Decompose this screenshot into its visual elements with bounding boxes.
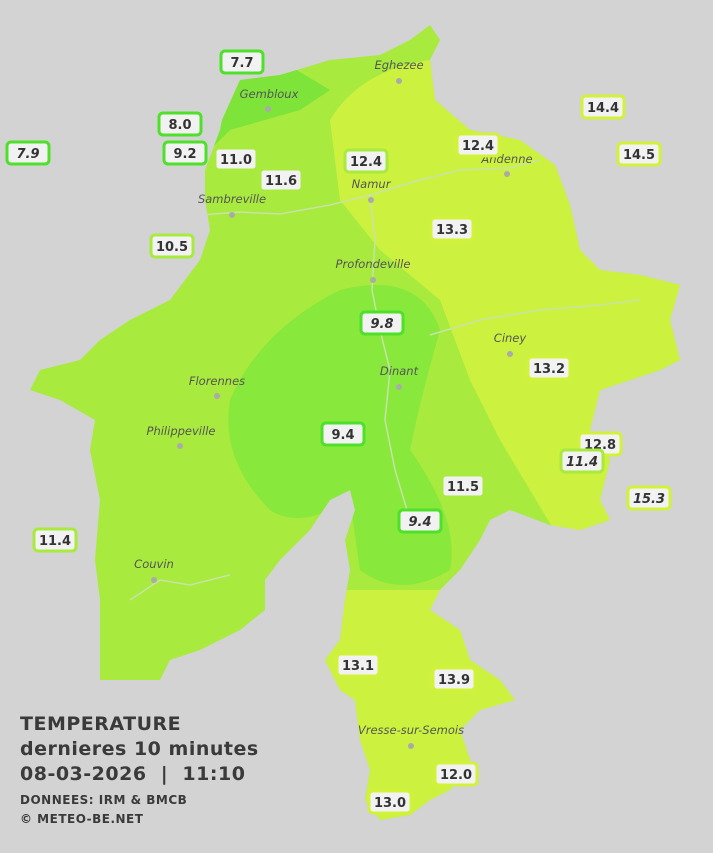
station-box: [433, 761, 479, 787]
station-box: [219, 49, 265, 75]
station-value: 12.4: [462, 139, 494, 154]
city-dot: [370, 277, 376, 283]
station-value: 11.4: [566, 455, 598, 470]
station-box: [157, 111, 203, 137]
station-box: [526, 355, 572, 381]
city-dot: [214, 393, 220, 399]
station-box: [162, 140, 208, 166]
station-value: 7.7: [230, 56, 253, 71]
city-label: Namur: [352, 177, 392, 191]
city-label: Vresse-sur-Semois: [358, 723, 464, 737]
station-value: 14.5: [623, 148, 655, 163]
source: DONNEES: IRM & BMCB: [20, 793, 187, 807]
station-value: 14.4: [587, 101, 619, 116]
station-value: 13.2: [533, 362, 565, 377]
city-label: Couvin: [134, 557, 174, 571]
station-box: [213, 146, 259, 172]
city-label: Ciney: [494, 331, 527, 345]
city-layer: EghezeeGemblouxAndenneNamurSambrevillePr…: [134, 58, 533, 749]
station-box: [367, 789, 413, 815]
station-box: [5, 140, 51, 166]
station-box: [431, 666, 477, 692]
station-box: [149, 233, 195, 259]
station-box: [320, 421, 366, 447]
city-dot: [229, 212, 235, 218]
station-value: 12.0: [440, 768, 472, 783]
city-dot: [151, 577, 157, 583]
city-label: Eghezee: [374, 58, 423, 72]
station-value: 9.8: [370, 317, 393, 332]
station-box: [429, 216, 475, 242]
station-box: [626, 485, 672, 511]
station-value: 13.9: [438, 673, 470, 688]
station-box: [559, 448, 605, 474]
station-value: 12.4: [350, 155, 382, 170]
subtitle: dernieres 10 minutes: [20, 738, 259, 760]
city-label: Gembloux: [240, 87, 299, 101]
title: TEMPERATURE: [20, 713, 181, 735]
station-value: 11.5: [447, 480, 479, 495]
station-box: [616, 141, 662, 167]
city-dot: [507, 351, 513, 357]
station-box: [335, 652, 381, 678]
city-dot: [396, 78, 402, 84]
station-value: 11.0: [220, 153, 252, 168]
station-value: 9.4: [408, 515, 431, 530]
station-value: 11.4: [39, 534, 71, 549]
city-label: Dinant: [380, 364, 419, 378]
city-dot: [265, 106, 271, 112]
copyright: © METEO-BE.NET: [20, 812, 144, 826]
station-value: 8.0: [168, 118, 191, 133]
city-dot: [396, 384, 402, 390]
city-label: Florennes: [189, 374, 245, 388]
station-layer: 7.7 8.0 9.2 7.9 11.0 11.6 10.5 12.4 12.4 14.4 14.5…: [5, 49, 672, 815]
river: [429, 299, 641, 336]
station-box: [455, 132, 501, 158]
station-value: 9.2: [173, 147, 196, 162]
station-box: [580, 94, 626, 120]
city-dot: [504, 171, 510, 177]
city-label: Profondeville: [336, 257, 411, 271]
river: [129, 574, 231, 601]
station-value: 11.6: [265, 174, 297, 189]
station-box: [258, 167, 304, 193]
city-label: Sambreville: [198, 192, 266, 206]
river: [369, 194, 411, 521]
station-box: [440, 473, 486, 499]
datetime: 08-03-2026 | 11:10: [20, 763, 245, 785]
station-value: 10.5: [156, 240, 188, 255]
station-box: [32, 527, 78, 553]
city-label: Philippeville: [147, 424, 216, 438]
station-value: 9.4: [331, 428, 354, 443]
station-box: [397, 508, 443, 534]
city-dot: [408, 743, 414, 749]
station-value: 13.1: [342, 659, 374, 674]
station-box: [359, 310, 405, 336]
station-value: 15.3: [633, 492, 665, 507]
station-value: 13.3: [436, 223, 468, 238]
city-dot: [177, 443, 183, 449]
station-value: 13.0: [374, 796, 406, 811]
station-box: [343, 148, 389, 174]
station-value: 7.9: [16, 147, 39, 162]
city-dot: [368, 197, 374, 203]
